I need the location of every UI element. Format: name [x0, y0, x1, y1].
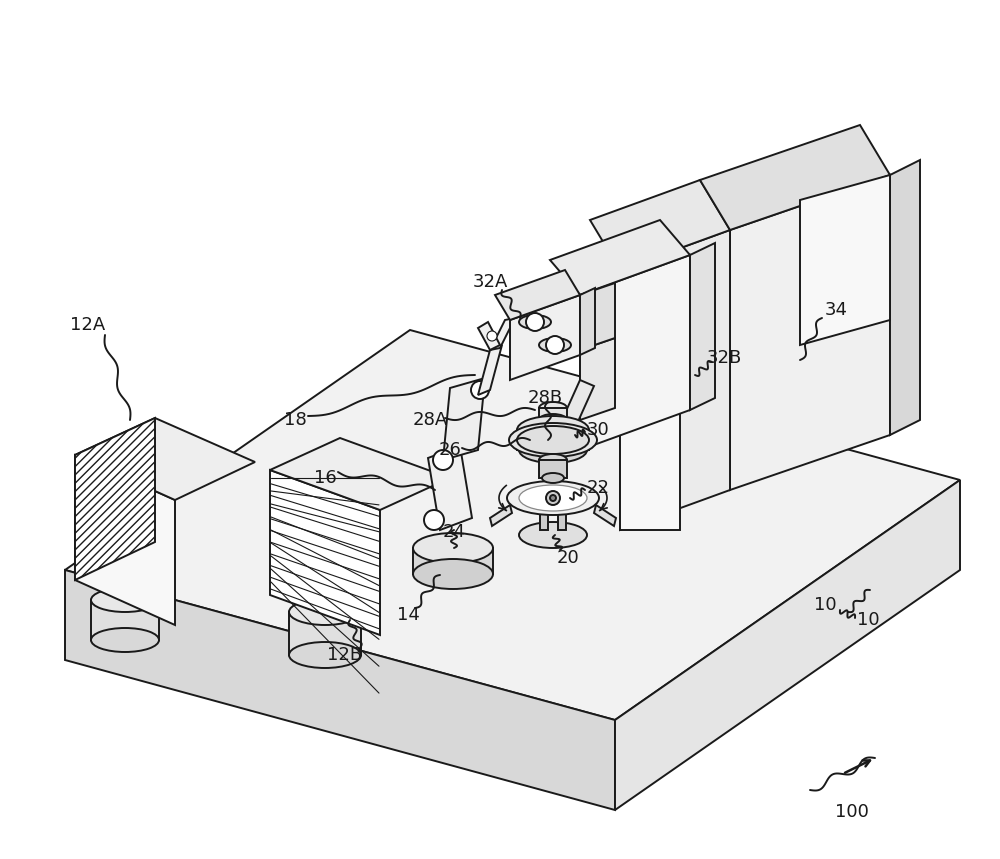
Polygon shape	[65, 570, 615, 810]
Text: 16: 16	[314, 469, 336, 487]
Text: 34: 34	[824, 301, 848, 319]
Polygon shape	[91, 600, 159, 640]
Text: 22: 22	[586, 479, 610, 497]
Polygon shape	[539, 460, 567, 478]
Polygon shape	[428, 446, 472, 530]
Text: 26: 26	[439, 441, 461, 459]
Circle shape	[471, 381, 489, 399]
Circle shape	[550, 495, 556, 501]
Text: 12A: 12A	[70, 316, 106, 334]
Polygon shape	[620, 248, 680, 530]
Text: 10: 10	[814, 596, 836, 614]
Ellipse shape	[519, 485, 587, 511]
Circle shape	[433, 450, 453, 470]
Ellipse shape	[91, 588, 159, 612]
Ellipse shape	[413, 533, 493, 563]
Polygon shape	[413, 548, 493, 574]
Polygon shape	[553, 380, 594, 446]
Ellipse shape	[542, 473, 564, 483]
Polygon shape	[443, 378, 485, 460]
Ellipse shape	[519, 522, 587, 548]
Polygon shape	[594, 505, 616, 526]
Polygon shape	[270, 438, 450, 510]
Polygon shape	[478, 322, 500, 350]
Text: 32B: 32B	[706, 349, 742, 367]
Text: 10: 10	[857, 611, 879, 629]
Polygon shape	[558, 500, 566, 530]
Ellipse shape	[539, 338, 571, 352]
Polygon shape	[590, 180, 730, 270]
Text: 20: 20	[557, 549, 579, 567]
Ellipse shape	[289, 599, 361, 625]
Polygon shape	[75, 418, 155, 580]
Text: 28A: 28A	[412, 411, 448, 429]
Polygon shape	[730, 175, 890, 490]
Polygon shape	[690, 243, 715, 410]
Polygon shape	[800, 175, 890, 345]
Polygon shape	[478, 345, 502, 395]
Polygon shape	[580, 283, 615, 350]
Text: 12B: 12B	[327, 646, 363, 664]
Text: 14: 14	[397, 606, 419, 624]
Ellipse shape	[539, 454, 567, 466]
Ellipse shape	[539, 414, 567, 426]
Polygon shape	[615, 480, 960, 810]
Ellipse shape	[509, 423, 597, 457]
Polygon shape	[890, 160, 920, 435]
Ellipse shape	[517, 426, 589, 454]
Ellipse shape	[413, 559, 493, 589]
Polygon shape	[550, 220, 690, 295]
Polygon shape	[580, 255, 690, 450]
Text: 18: 18	[284, 411, 306, 429]
Ellipse shape	[507, 481, 599, 515]
Polygon shape	[517, 430, 589, 450]
Polygon shape	[75, 418, 255, 500]
Text: 30: 30	[587, 421, 609, 439]
Circle shape	[546, 336, 564, 354]
Polygon shape	[490, 505, 512, 526]
Circle shape	[526, 313, 544, 331]
Text: 100: 100	[835, 803, 869, 821]
Polygon shape	[490, 318, 515, 350]
Polygon shape	[580, 338, 615, 420]
Text: 32A: 32A	[472, 273, 508, 291]
Polygon shape	[540, 500, 548, 530]
Polygon shape	[289, 612, 361, 655]
Ellipse shape	[539, 402, 567, 414]
Polygon shape	[539, 408, 567, 420]
Circle shape	[546, 491, 560, 505]
Text: 24: 24	[442, 523, 466, 541]
Polygon shape	[75, 455, 175, 625]
Polygon shape	[620, 230, 730, 530]
Ellipse shape	[519, 315, 551, 329]
Polygon shape	[65, 330, 960, 720]
Circle shape	[424, 510, 444, 530]
Ellipse shape	[517, 416, 589, 444]
Polygon shape	[700, 125, 890, 230]
Polygon shape	[510, 295, 580, 380]
Ellipse shape	[91, 628, 159, 652]
Ellipse shape	[289, 642, 361, 668]
Polygon shape	[580, 288, 595, 355]
Ellipse shape	[519, 437, 587, 463]
Polygon shape	[495, 270, 580, 320]
Text: 28B: 28B	[527, 389, 563, 407]
Circle shape	[487, 331, 497, 341]
Polygon shape	[270, 470, 380, 635]
